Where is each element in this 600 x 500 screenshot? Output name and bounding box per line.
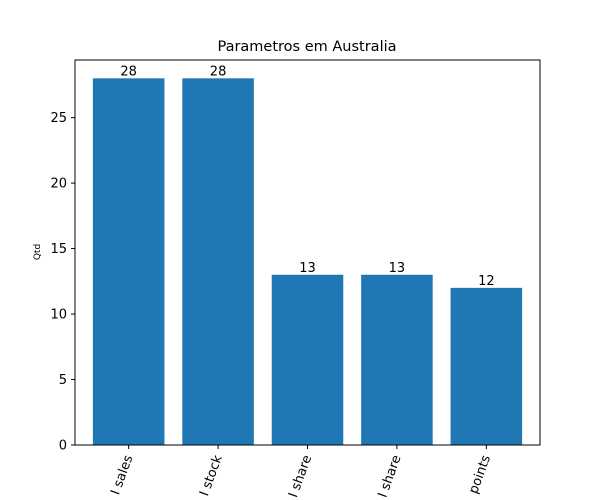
y-axis-label: Qtd [33,244,43,260]
data-label-2: 13 [299,261,316,276]
data-labels-group: 28 28 13 13 12 [120,64,494,289]
bar-2 [271,274,344,445]
y-tick-label-0: 0 [59,439,67,454]
data-label-4: 12 [478,274,495,289]
bar-0 [92,78,165,445]
bar-4 [450,287,523,445]
y-tick-label-1: 5 [59,373,67,388]
bar-3 [361,274,433,445]
bars-group [92,78,523,445]
y-axis: 0 5 10 15 20 25 [50,111,75,454]
y-tick-label-3: 15 [50,242,67,257]
y-tick-label-4: 20 [50,177,67,192]
plot-frame [74,59,541,446]
y-tick-label-5: 25 [50,111,67,126]
data-label-1: 28 [210,64,227,79]
y-tick-label-2: 10 [50,308,67,323]
x-axis: I sales I stock I share I share points [108,445,494,500]
data-label-0: 28 [120,64,137,79]
x-tick-label-2: I share [286,453,315,499]
x-tick-label-4: points [466,453,494,496]
bar-1 [182,78,254,445]
x-tick-label-0: I sales [108,453,136,497]
x-tick-label-3: I share [376,453,405,499]
x-tick-label-1: I stock [197,453,226,498]
data-label-3: 13 [389,261,406,276]
chart-title: Parametros em Australia [217,39,396,55]
